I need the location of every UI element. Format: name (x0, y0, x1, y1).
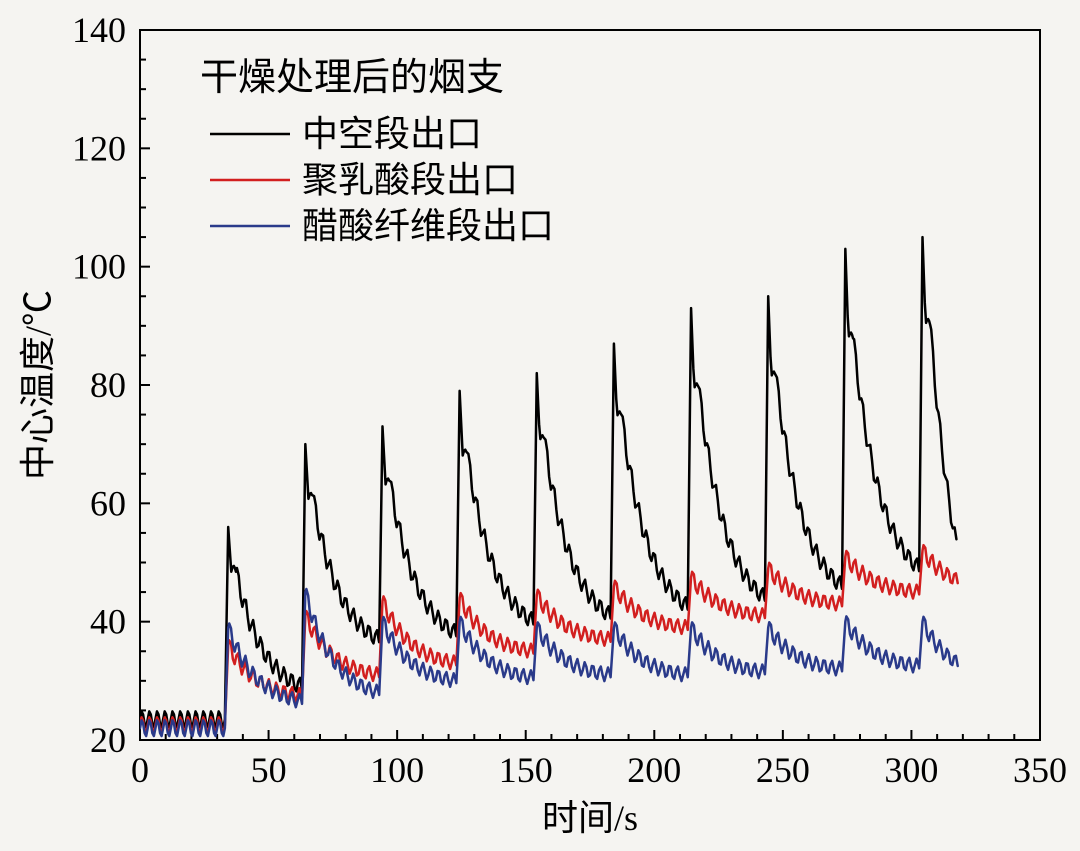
x-tick-label: 0 (131, 750, 149, 790)
x-tick-label: 100 (370, 750, 424, 790)
y-tick-label: 40 (90, 602, 126, 642)
y-tick-label: 60 (90, 483, 126, 523)
y-tick-label: 100 (72, 247, 126, 287)
legend-label: 中空段出口 (302, 114, 482, 154)
x-tick-label: 150 (499, 750, 553, 790)
x-tick-label: 300 (884, 750, 938, 790)
y-tick-label: 140 (72, 10, 126, 50)
chart-container: 0 50 100 150 200 250 300 350 20 40 60 80 100 120 140 时间… (0, 0, 1080, 851)
legend-label: 醋酸纤维段出口 (302, 206, 554, 246)
legend-title: 干燥处理后的烟支 (200, 57, 504, 99)
y-tick-label: 20 (90, 720, 126, 760)
y-tick-label: 120 (72, 128, 126, 168)
y-axis-label: 中心温度/℃ (18, 290, 58, 480)
x-tick-label: 200 (627, 750, 681, 790)
y-tick-label: 80 (90, 365, 126, 405)
x-tick-label: 350 (1013, 750, 1067, 790)
x-axis-label: 时间/s (542, 798, 638, 838)
x-tick-label: 250 (756, 750, 810, 790)
legend-label: 聚乳酸段出口 (302, 160, 518, 200)
line-chart: 0 50 100 150 200 250 300 350 20 40 60 80 100 120 140 时间… (0, 0, 1080, 851)
x-tick-label: 50 (251, 750, 287, 790)
